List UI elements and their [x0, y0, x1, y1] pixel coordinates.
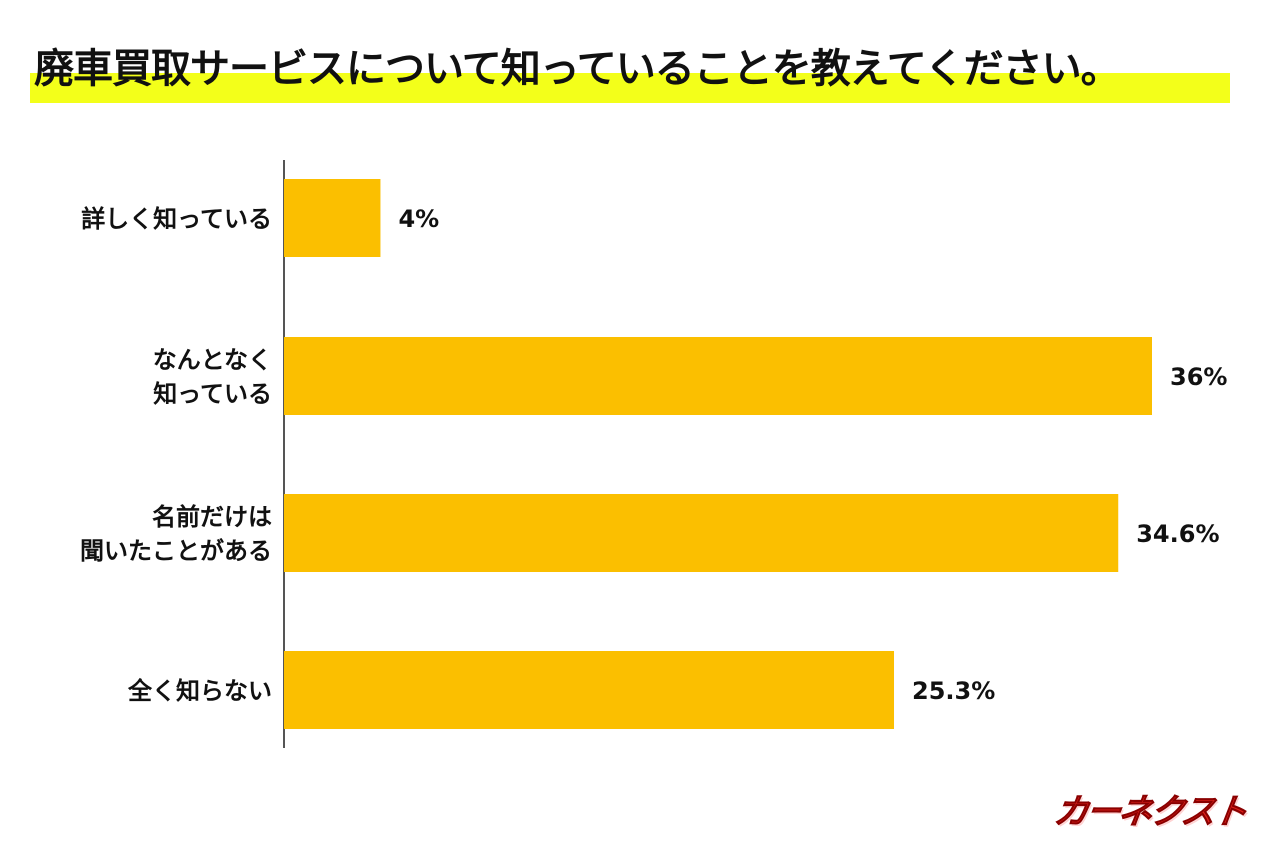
data-label: 36%	[1170, 363, 1227, 391]
category-label: 聞いたことがある	[80, 537, 272, 565]
bar	[284, 337, 1152, 415]
data-label: 34.6%	[1136, 520, 1219, 548]
category-label: 詳しく知っている	[81, 205, 272, 233]
category-label: 名前だけは	[152, 503, 272, 531]
bar	[284, 179, 381, 257]
title-highlight	[30, 73, 1230, 103]
category-label: 全く知らない	[127, 677, 272, 705]
bar	[284, 494, 1119, 572]
chart-title: 廃車買取サービスについて知っていることを教えてください。	[34, 46, 1121, 92]
bar	[284, 651, 895, 729]
category-label: 知っている	[153, 380, 272, 408]
data-label: 25.3%	[912, 677, 995, 705]
data-label: 4%	[398, 205, 439, 233]
brand-logo: カーネクスト	[1051, 792, 1249, 833]
category-label: なんとなく	[153, 346, 272, 374]
